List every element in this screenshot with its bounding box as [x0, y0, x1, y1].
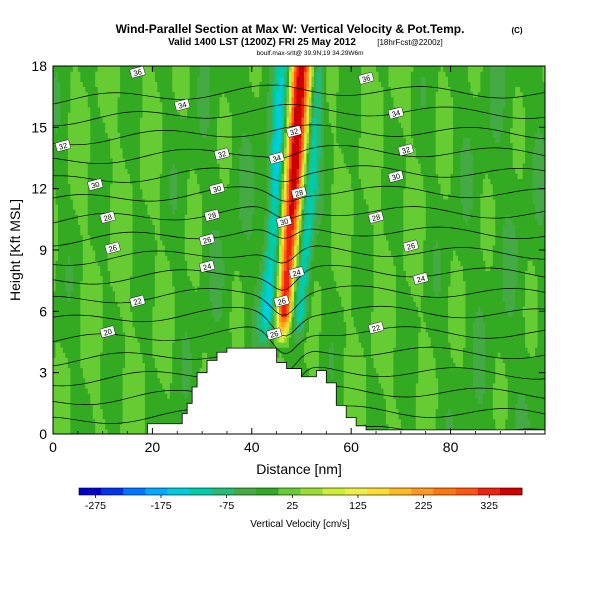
- isentrope-label: 30: [276, 215, 292, 228]
- isentrope-line: [53, 104, 545, 127]
- isentrope-label: 30: [388, 170, 404, 183]
- chart-title: Wind-Parallel Section at Max W: Vertical…: [116, 22, 465, 36]
- colorbar-tick-label: 125: [349, 500, 367, 512]
- colorbar-tick-label: -75: [219, 500, 234, 512]
- colorbar-label: Vertical Velocity [cm/s]: [250, 519, 350, 530]
- terrain: [53, 347, 545, 434]
- colorbar-swatch: [278, 488, 301, 495]
- isentrope-line: [53, 165, 545, 183]
- isentrope-label: 24: [412, 272, 429, 285]
- isentrope-line: [53, 245, 545, 266]
- isentrope-label: 26: [199, 233, 215, 246]
- isentrope-label: 32: [286, 125, 302, 138]
- isentrope-label: 26: [266, 327, 283, 340]
- x-tick-label: 80: [443, 439, 459, 455]
- y-tick-label: 3: [39, 365, 47, 381]
- colorbar: -275 -175 -75 25 125 225 325: [78, 487, 523, 512]
- colorbar-swatch: [256, 488, 279, 495]
- y-tick-label: 6: [39, 303, 47, 319]
- colorbar-swatch: [211, 488, 235, 495]
- colorbar-swatch: [322, 488, 346, 495]
- colorbar-swatch: [499, 488, 523, 495]
- y-axis-label: Height [Kft MSL]: [7, 199, 23, 301]
- isentrope-line: [53, 226, 545, 247]
- isentrope-label: 32: [214, 147, 230, 161]
- isentrope-label: 30: [87, 178, 104, 191]
- isentrope-label: 32: [55, 139, 71, 152]
- colorbar-tick-label: 325: [480, 500, 498, 512]
- isentrope-label: 26: [104, 241, 121, 255]
- isentrope-label: 20: [99, 325, 116, 338]
- colorbar-tick-label: 25: [286, 500, 298, 512]
- isentrope-label: 36: [129, 66, 146, 79]
- x-tick-label: 0: [49, 439, 57, 455]
- isentrope-label: 34: [268, 151, 285, 165]
- colorbar-swatch: [455, 488, 478, 495]
- isentrope-label: 26: [273, 294, 290, 308]
- colorbar-swatch: [344, 488, 368, 495]
- isentrope-label: 28: [99, 211, 116, 224]
- isentrope-line: [53, 144, 545, 164]
- chart-subtitle: Valid 1400 LST (1200Z) FRI 25 May 2012: [168, 37, 356, 48]
- colorbar-swatch: [79, 488, 102, 495]
- x-tick-label: 60: [343, 439, 359, 455]
- colorbar-swatch: [477, 488, 501, 495]
- x-tick-label: 20: [145, 439, 161, 455]
- colorbar-swatch: [123, 488, 146, 495]
- isentrope-line: [53, 206, 545, 224]
- source-line: boulf.max-srlt@ 39.9N,19 34.29W6m: [256, 50, 363, 57]
- isentrope-label: 30: [209, 182, 225, 195]
- y-tick-label: 18: [31, 58, 47, 74]
- isentrope-label: 32: [397, 143, 414, 156]
- isentrope-label: 24: [199, 260, 215, 273]
- forecast-note: [18hrFcst@2200z]: [377, 38, 442, 47]
- isentrope-label: 28: [368, 211, 384, 224]
- x-tick-label: 40: [244, 439, 260, 455]
- isentrope-line: [53, 265, 545, 291]
- isentrope-label: 22: [129, 294, 146, 308]
- colorbar-swatch: [101, 488, 124, 495]
- y-tick-label: 12: [31, 181, 47, 197]
- y-tick-label: 15: [31, 119, 47, 135]
- x-axis-label: Distance [nm]: [256, 461, 342, 477]
- y-tick-label: 0: [39, 426, 47, 442]
- isentrope-line: [53, 305, 545, 337]
- isentrope-line: [53, 346, 545, 373]
- isentrope-label: 28: [204, 209, 220, 222]
- copyright-mark: (C): [511, 26, 522, 35]
- colorbar-tick-label: 225: [415, 500, 433, 512]
- colorbar-swatch: [411, 488, 434, 495]
- isentrope-label: 26: [402, 239, 419, 253]
- colorbar-swatch: [433, 488, 456, 495]
- isentrope-line: [53, 326, 545, 354]
- velocity-field: [53, 66, 545, 434]
- isentrope-line: [53, 185, 545, 202]
- isentrope-label: 34: [388, 106, 404, 120]
- colorbar-swatch: [145, 488, 168, 495]
- isentrope-label: 36: [358, 72, 374, 85]
- colorbar-tick-label: -275: [85, 500, 106, 512]
- isentrope-line: [53, 84, 545, 105]
- colorbar-swatch: [300, 488, 323, 495]
- colorbar-frame: [78, 487, 523, 496]
- isentrope-label: 22: [368, 321, 384, 334]
- colorbar-swatch: [234, 488, 257, 495]
- colorbar-swatch: [189, 488, 213, 495]
- colorbar-tick-label: -175: [151, 500, 172, 512]
- isentrope-label: 28: [291, 186, 307, 199]
- colorbar-swatch: [167, 488, 191, 495]
- x-axis: 0 20 40 60 80: [49, 66, 526, 455]
- isentrope-label: 34: [174, 98, 191, 111]
- colorbar-swatch: [366, 488, 390, 495]
- y-tick-label: 9: [39, 242, 47, 258]
- isentrope-label: 24: [288, 266, 305, 279]
- colorbar-swatch: [389, 488, 412, 495]
